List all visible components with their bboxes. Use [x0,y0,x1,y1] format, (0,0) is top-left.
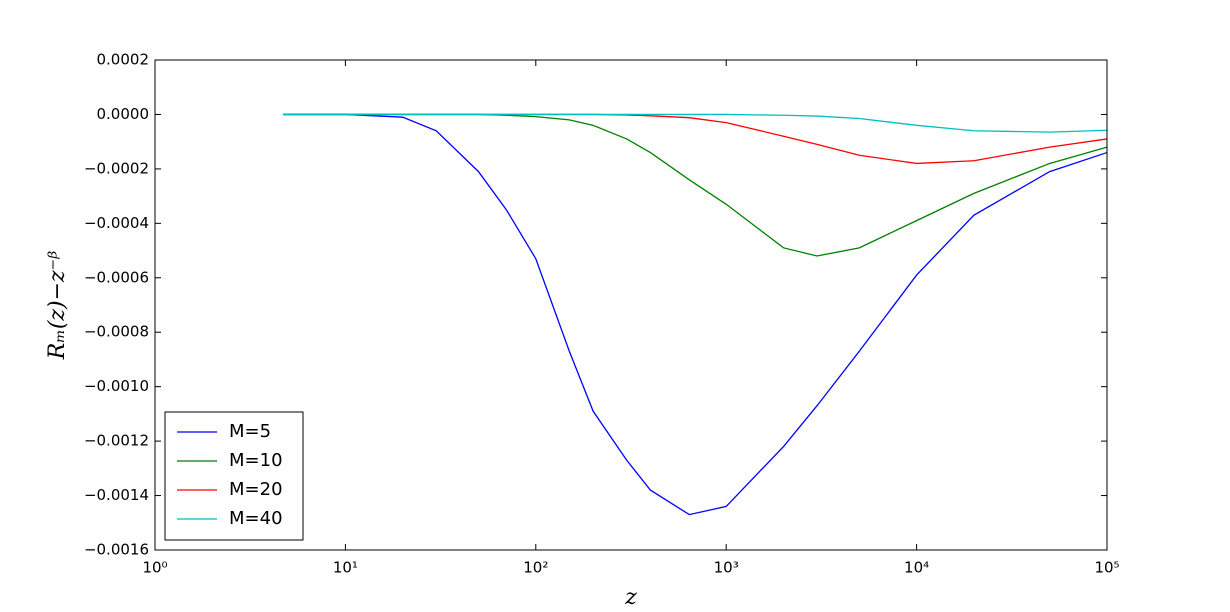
x-tick-label: 10⁵ [1094,559,1119,577]
x-tick-label: 10³ [714,559,739,577]
data-line [282,113,1108,165]
x-tick-label: 10² [523,559,548,577]
legend-label: M=5 [229,421,271,442]
y-tick-label: −0.0006 [84,268,149,286]
y-tick-label: −0.0004 [84,214,149,232]
legend-label: M=40 [229,508,283,529]
x-tick-label: 10⁰ [142,559,167,577]
y-tick-label: −0.0016 [84,541,149,559]
y-tick-label: 0.0000 [97,105,150,123]
y-tick-label: −0.0014 [84,486,149,504]
data-line [282,113,1108,133]
data-line [282,113,1108,516]
plot-frame [154,59,1108,551]
y-tick-label: −0.0002 [84,159,149,177]
y-tick-label: −0.0008 [84,323,149,341]
x-tick-label: 10⁴ [904,559,929,577]
x-tick-label: 10¹ [333,559,358,577]
y-axis-label: Rₘ(z)−z⁻ᵝ [45,251,70,360]
legend-label: M=20 [229,479,283,500]
x-axis-label: z [624,585,637,610]
y-tick-label: −0.0012 [84,432,149,450]
legend-label: M=10 [229,450,283,471]
y-tick-label: 0.0002 [97,51,150,69]
y-tick-label: −0.0010 [84,377,149,395]
data-line [282,113,1108,257]
